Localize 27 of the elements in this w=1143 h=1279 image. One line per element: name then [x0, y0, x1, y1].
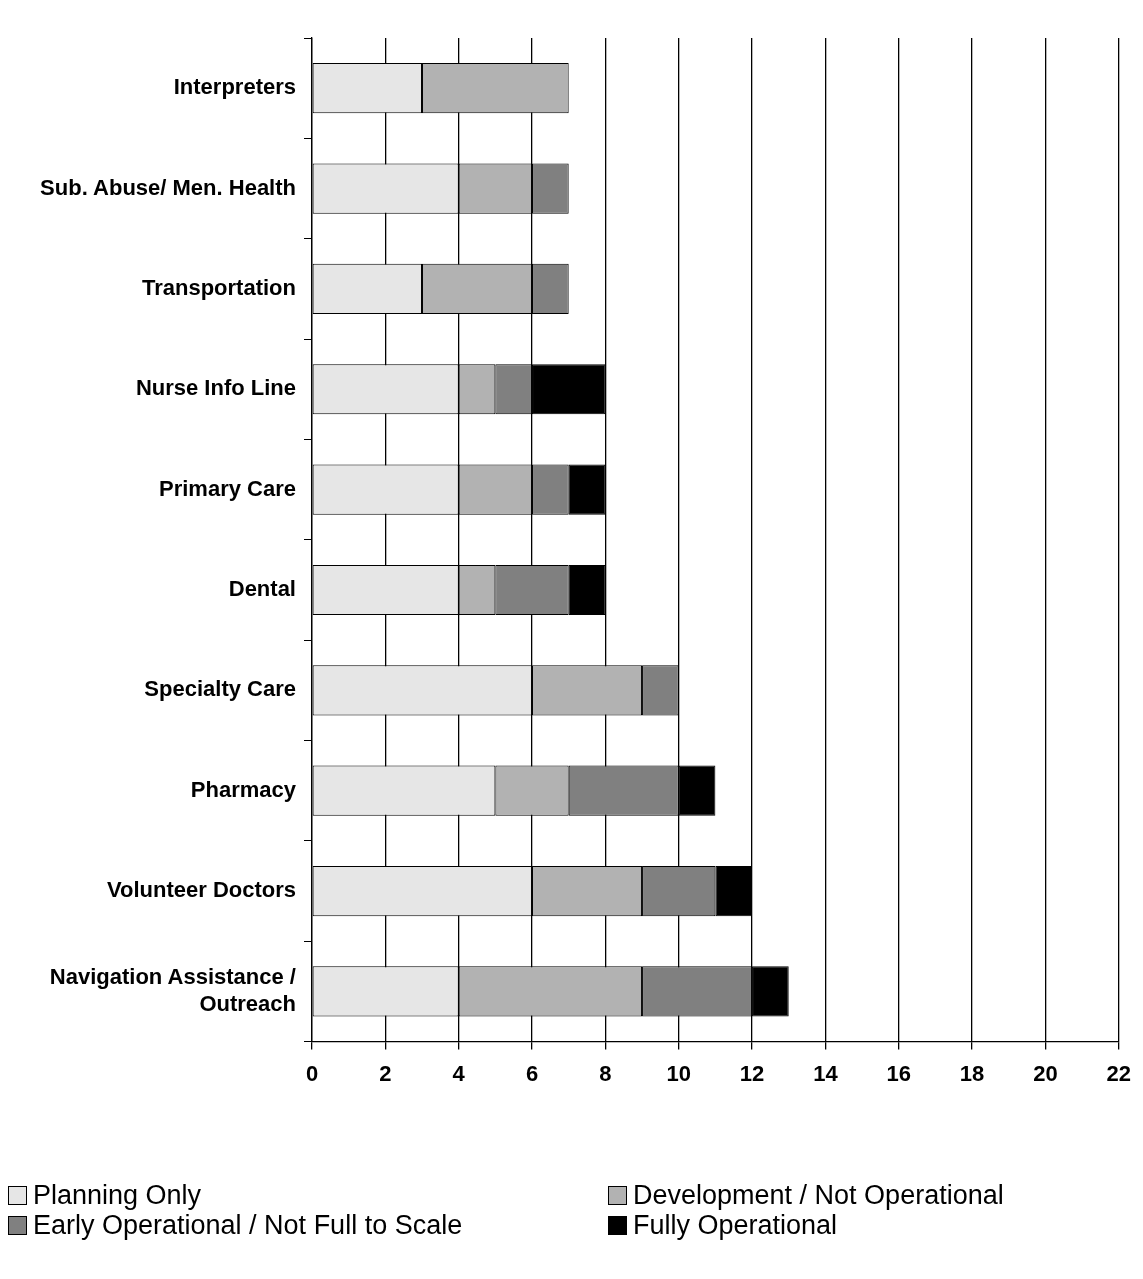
y-tick-label: Navigation Assistance / Outreach: [49, 964, 296, 1016]
legend-label: Planning Only: [33, 1180, 202, 1210]
x-tick-label: 22: [1106, 1060, 1132, 1086]
y-tick-label: Dental: [228, 576, 296, 602]
y-tick-label: Sub. Abuse/ Men. Health: [40, 174, 296, 200]
x-tick-label: 10: [666, 1060, 691, 1086]
y-tick-label: Transportation: [141, 274, 296, 300]
x-tick-label: 8: [599, 1060, 612, 1086]
bar: [752, 966, 789, 1017]
y-tick-label: Interpreters: [173, 74, 296, 100]
y-tick-label: Specialty Care: [144, 676, 296, 702]
x-tick-label: 20: [1033, 1060, 1058, 1086]
legend-label: Development / Not Operational: [633, 1180, 1004, 1210]
x-tick-label: 16: [886, 1060, 911, 1086]
y-tick-label: Volunteer Doctors: [106, 877, 296, 903]
x-tick-label: 18: [959, 1060, 985, 1086]
x-tick-label: 14: [813, 1060, 839, 1086]
x-tick-label: 6: [525, 1060, 539, 1086]
x-tick-label: 4: [452, 1060, 466, 1086]
y-tick-label: Pharmacy: [190, 776, 297, 802]
x-tick-label: 0: [305, 1060, 319, 1086]
y-tick-label: Primary Care: [159, 475, 296, 501]
x-tick-label: 2: [379, 1060, 392, 1086]
y-tick-label: Nurse Info Line: [135, 375, 296, 401]
x-tick-label: 12: [739, 1060, 765, 1086]
legend-label: Early Operational / Not Full to Scale: [33, 1210, 463, 1240]
legend-label: Fully Operational: [633, 1210, 838, 1240]
